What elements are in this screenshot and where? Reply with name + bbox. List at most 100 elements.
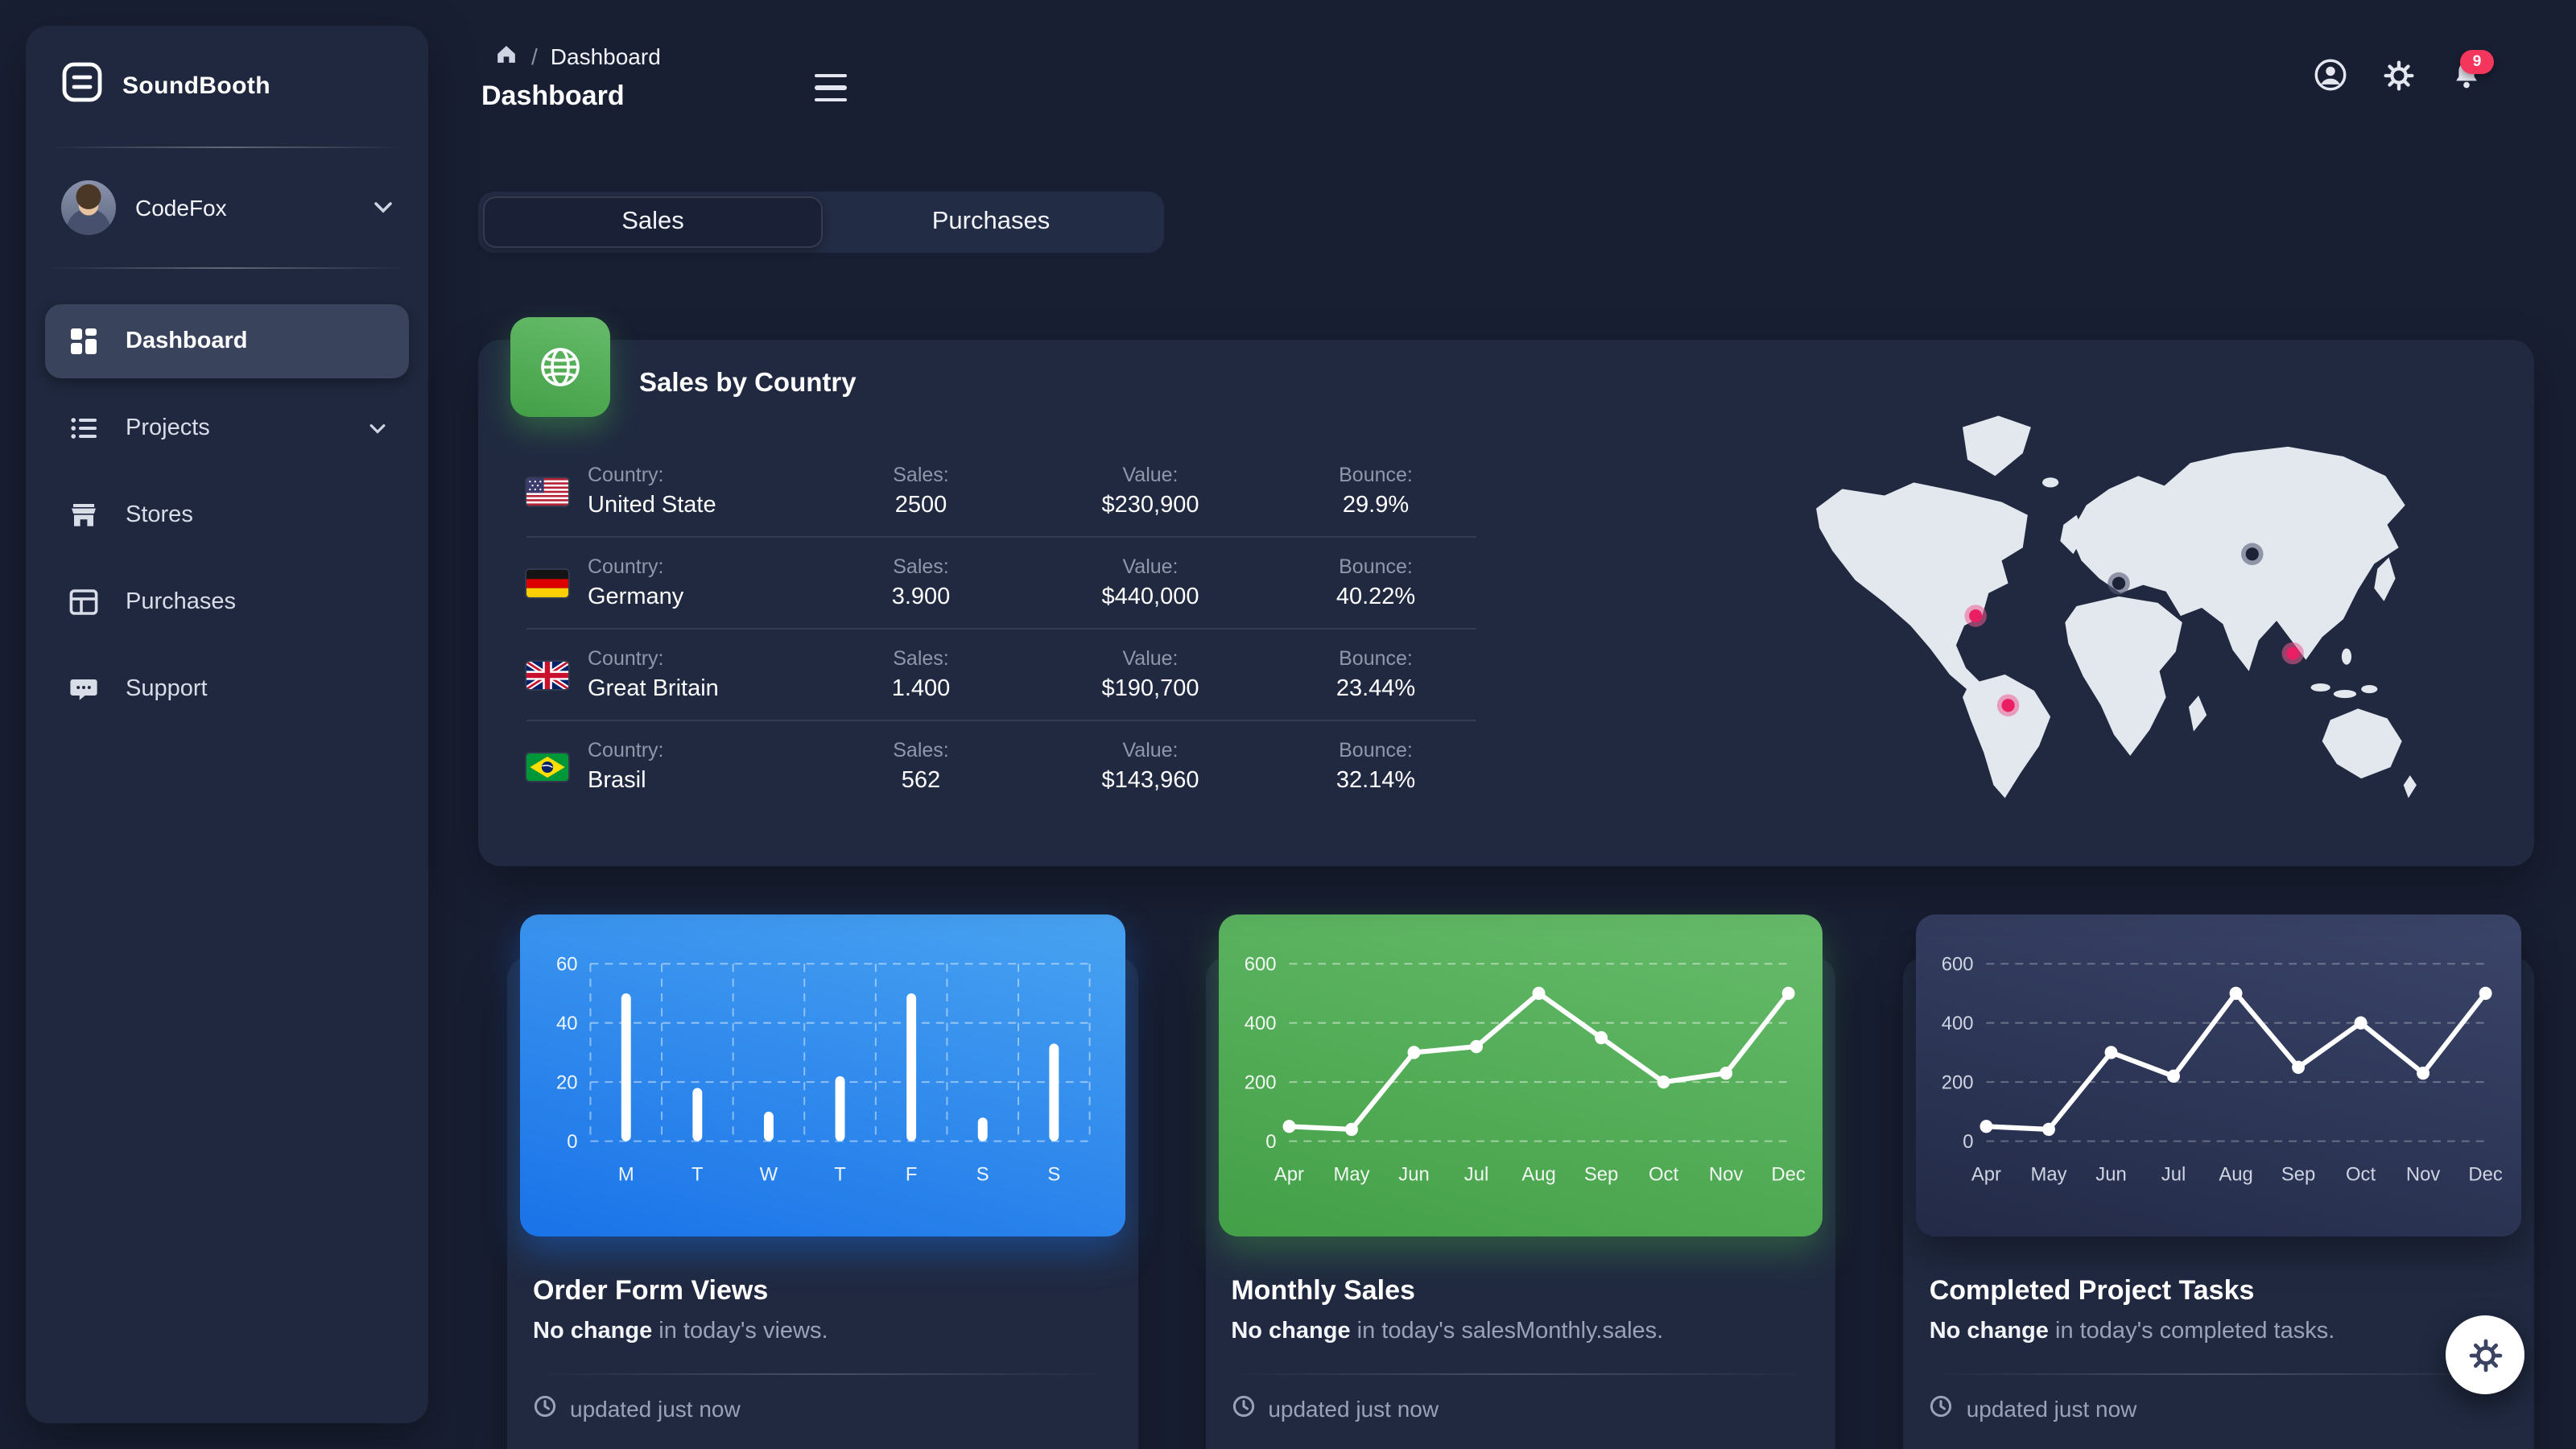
country-cell: Country: United State [526, 464, 816, 518]
table-row: Country: Great Britain Sales: 1.400 Value:… [526, 628, 1476, 720]
sales-cell: Sales: 1.400 [891, 647, 951, 702]
sidebar-item-label: Purchases [126, 589, 237, 615]
page-title: Dashboard [481, 80, 625, 111]
value-cell: Value: $440,000 [1101, 555, 1199, 610]
breadcrumb-page[interactable]: Dashboard [550, 43, 661, 69]
map-marker-pink [1964, 605, 2305, 716]
home-icon[interactable] [494, 42, 518, 71]
notification-badge: 9 [2460, 49, 2494, 73]
divider [533, 1373, 1113, 1375]
svg-text:60: 60 [556, 953, 578, 975]
sidebar-item-label: Dashboard [126, 328, 248, 354]
svg-text:200: 200 [1244, 1071, 1276, 1093]
store-icon [68, 499, 100, 531]
sales-cell: Sales: 2500 [893, 464, 949, 518]
svg-text:Aug: Aug [2219, 1163, 2253, 1185]
bounce-cell: Bounce: 29.9% [1339, 464, 1413, 518]
tab-sales[interactable]: Sales [483, 196, 823, 248]
sidebar-item-projects[interactable]: Projects [45, 391, 409, 465]
country-label: Country: [588, 739, 664, 762]
country-label: Country: [588, 647, 664, 670]
sidenav-toggle-button[interactable] [809, 68, 854, 108]
flag-germany-icon [526, 569, 568, 597]
flag-us-icon [526, 477, 568, 505]
sidebar-item-label: Support [126, 676, 208, 702]
sales-cell: Sales: 562 [893, 739, 949, 794]
table-icon [68, 586, 100, 618]
svg-text:400: 400 [1942, 1013, 1974, 1034]
stat-card-completed-project-tasks: 0 200 400 600 Apr May Jun Jul Aug Sep Oct Nov Dec Co… [1903, 914, 2535, 1449]
breadcrumb-block: / Dashboard Dashboard [478, 42, 661, 113]
main-content: / Dashboard Dashboard 9 [478, 0, 2535, 1449]
svg-text:Jun: Jun [2096, 1163, 2127, 1185]
flag-great-britain-icon [526, 661, 568, 688]
svg-text:Jul: Jul [1463, 1163, 1488, 1185]
stat-cards-row: 0 20 40 60 M T W T F S S Order Form Views No chang… [507, 914, 2535, 1449]
svg-text:F: F [906, 1163, 918, 1185]
dashboard-icon [68, 325, 100, 357]
country-cell: Country: Great Britain [526, 647, 816, 702]
svg-text:0: 0 [1265, 1131, 1276, 1153]
world-map [1806, 407, 2425, 813]
completed-tasks-chart: 0 200 400 600 Apr May Jun Jul Aug Sep Oct Nov Dec [1916, 914, 2522, 1236]
bounce-cell: Bounce: 40.22% [1335, 555, 1416, 610]
divider [48, 267, 406, 269]
svg-text:Dec: Dec [1771, 1163, 1805, 1185]
value-cell: Value: $190,700 [1101, 647, 1199, 702]
country-cell: Country: Germany [526, 555, 816, 610]
settings-fab[interactable] [2446, 1315, 2524, 1394]
sales-cell: Sales: 3.900 [891, 555, 951, 610]
divider [1231, 1373, 1810, 1375]
svg-text:Dec: Dec [2469, 1163, 2503, 1185]
user-menu[interactable]: CodeFox [26, 158, 428, 258]
map-marker-dark [2107, 543, 2264, 595]
sidebar-item-purchases[interactable]: Purchases [45, 565, 409, 639]
clock-icon [533, 1394, 557, 1423]
clock-icon [1930, 1394, 1954, 1423]
stat-card-footer: updated just now [1930, 1394, 2508, 1423]
notifications-button[interactable]: 9 [2450, 49, 2494, 91]
sidebar-item-stores[interactable]: Stores [45, 478, 409, 552]
svg-text:May: May [2031, 1163, 2068, 1185]
svg-text:0: 0 [1963, 1131, 1974, 1153]
svg-text:400: 400 [1244, 1013, 1276, 1034]
svg-text:May: May [1333, 1163, 1370, 1185]
table-row: Country: Brasil Sales: 562 Value: $143,960 … [526, 720, 1476, 811]
svg-text:Sep: Sep [2282, 1163, 2316, 1185]
brand-logo-icon [61, 61, 103, 111]
order-form-views-chart: 0 20 40 60 M T W T F S S [520, 914, 1125, 1236]
country-value: United State [588, 493, 716, 518]
stat-card-title: Completed Project Tasks [1929, 1275, 2255, 1306]
gear-icon [2468, 1338, 2502, 1372]
avatar [61, 180, 116, 235]
sidebar-item-dashboard[interactable]: Dashboard [45, 304, 409, 378]
clock-icon [1231, 1394, 1255, 1423]
country-sales-table: Country: United State Sales: 2500 Value: $2… [526, 446, 1476, 811]
svg-text:Oct: Oct [1648, 1163, 1678, 1185]
svg-text:Jun: Jun [1398, 1163, 1429, 1185]
sidebar-item-support[interactable]: Support [45, 652, 409, 726]
country-value: Brasil [588, 768, 646, 794]
stat-card-subtitle: No change in today's salesMonthly.sales. [1231, 1319, 1664, 1344]
settings-button[interactable] [2383, 59, 2415, 91]
svg-text:T: T [691, 1163, 704, 1185]
svg-text:Apr: Apr [1972, 1163, 2002, 1185]
svg-text:S: S [1047, 1163, 1060, 1185]
svg-text:600: 600 [1942, 953, 1974, 975]
country-label: Country: [588, 464, 664, 486]
value-cell: Value: $230,900 [1101, 464, 1199, 518]
stat-card-subtitle: No change in today's views. [533, 1319, 828, 1344]
topbar-icons: 9 [2314, 42, 2534, 92]
globe-icon [510, 317, 610, 417]
svg-text:20: 20 [556, 1071, 578, 1093]
sidebar: SoundBooth CodeFox Dashboard Projects [26, 26, 428, 1423]
value-cell: Value: $143,960 [1101, 739, 1199, 794]
svg-text:Oct: Oct [2347, 1163, 2376, 1185]
list-icon [68, 412, 100, 444]
svg-text:Sep: Sep [1583, 1163, 1617, 1185]
country-cell: Country: Brasil [526, 739, 816, 794]
svg-text:T: T [834, 1163, 846, 1185]
account-button[interactable] [2314, 58, 2347, 92]
svg-text:Apr: Apr [1274, 1163, 1303, 1185]
tab-purchases[interactable]: Purchases [931, 208, 1051, 235]
